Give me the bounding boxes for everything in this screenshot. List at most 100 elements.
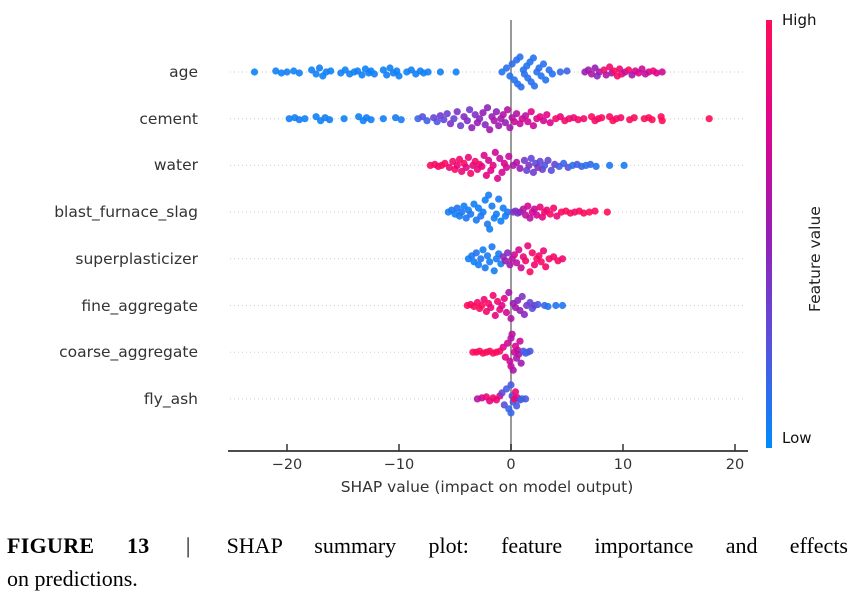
data-point	[489, 291, 497, 300]
data-point	[504, 249, 512, 257]
data-point	[505, 152, 513, 160]
data-point	[482, 171, 490, 179]
colorbar-gradient	[766, 20, 772, 448]
data-point	[479, 109, 487, 117]
data-point	[522, 257, 530, 265]
data-point	[379, 115, 387, 123]
data-point	[504, 106, 512, 114]
data-point	[558, 301, 567, 310]
data-point	[370, 70, 378, 78]
data-point	[397, 116, 405, 124]
data-point	[544, 156, 552, 164]
data-point	[443, 110, 451, 118]
data-point	[497, 217, 505, 225]
colorbar-title: Feature value	[806, 206, 824, 312]
data-point	[295, 69, 303, 77]
data-point	[513, 259, 521, 267]
data-point	[522, 395, 530, 403]
data-point	[486, 258, 494, 266]
data-point	[602, 71, 610, 79]
y-axis-label-cement: cement	[139, 109, 198, 128]
data-point	[433, 118, 441, 126]
data-point	[522, 112, 530, 120]
data-point	[501, 119, 509, 127]
data-point	[498, 168, 506, 176]
caption-text: SHAP summary plot: feature importance an…	[226, 533, 848, 558]
data-point	[506, 261, 514, 269]
data-point	[510, 118, 518, 126]
figure-caption: FIGURE 13 | SHAP summary plot: feature i…	[7, 533, 848, 592]
y-axis-label-fly-ash: fly_ash	[143, 389, 198, 408]
data-point	[603, 208, 611, 216]
data-point	[463, 117, 471, 125]
data-point	[487, 303, 495, 312]
data-point	[658, 68, 666, 76]
data-point	[516, 53, 524, 61]
data-point	[468, 124, 476, 132]
colorbar-high-label: High	[782, 11, 817, 29]
data-point	[453, 161, 461, 169]
data-point	[250, 68, 259, 76]
y-axis-label-coarse-aggregate: coarse_aggregate	[59, 343, 198, 362]
data-point	[383, 71, 391, 79]
data-point	[472, 249, 480, 257]
data-point	[513, 110, 521, 118]
data-point	[481, 264, 489, 272]
data-point	[483, 252, 492, 260]
data-point	[526, 268, 534, 276]
data-point	[558, 255, 567, 263]
data-point	[504, 208, 512, 216]
data-point	[524, 242, 532, 250]
data-point	[500, 294, 508, 303]
data-point	[513, 158, 521, 166]
beeswarm-row-superplasticizer	[464, 242, 567, 276]
data-point	[481, 121, 489, 129]
data-point	[491, 311, 499, 320]
data-point	[510, 251, 518, 259]
data-point	[295, 116, 303, 124]
x-axis-title: SHAP value (impact on model output)	[340, 478, 634, 496]
data-point	[543, 111, 551, 119]
colorbar-low-label: Low	[782, 429, 812, 447]
data-point	[479, 246, 487, 254]
beeswarm-canvas	[228, 20, 748, 452]
data-point	[467, 169, 475, 177]
data-point	[517, 83, 525, 91]
data-point	[518, 292, 526, 301]
data-point	[445, 163, 453, 171]
data-point	[580, 115, 588, 123]
data-point	[509, 366, 517, 374]
data-point	[539, 247, 548, 255]
data-point	[592, 162, 600, 170]
data-point	[529, 122, 538, 130]
data-point	[515, 246, 523, 254]
data-point	[424, 68, 432, 76]
y-axis-label-superplasticizer: superplasticizer	[75, 249, 198, 268]
data-point	[277, 69, 285, 77]
data-point	[440, 116, 448, 124]
data-point	[630, 114, 638, 122]
data-point	[580, 209, 588, 217]
data-point	[453, 108, 461, 116]
data-point	[517, 359, 525, 367]
data-point	[524, 202, 532, 210]
data-point	[486, 225, 494, 233]
data-point	[290, 67, 298, 75]
x-tick-neg10: −10	[383, 457, 415, 473]
data-point	[466, 106, 474, 114]
data-point	[548, 70, 557, 78]
data-point	[617, 114, 625, 122]
caption-figure-number: FIGURE 13	[7, 533, 150, 558]
data-point	[496, 154, 504, 162]
data-point	[591, 207, 599, 215]
beeswarm-row-water	[426, 148, 628, 182]
data-point	[520, 310, 529, 319]
data-point	[546, 210, 554, 218]
data-point	[272, 67, 280, 75]
data-point	[530, 82, 539, 90]
data-point	[533, 211, 541, 219]
data-point	[506, 124, 514, 132]
y-axis-label-fine-aggregate: fine_aggregate	[81, 296, 198, 315]
data-point	[495, 195, 503, 203]
data-point	[478, 162, 486, 170]
